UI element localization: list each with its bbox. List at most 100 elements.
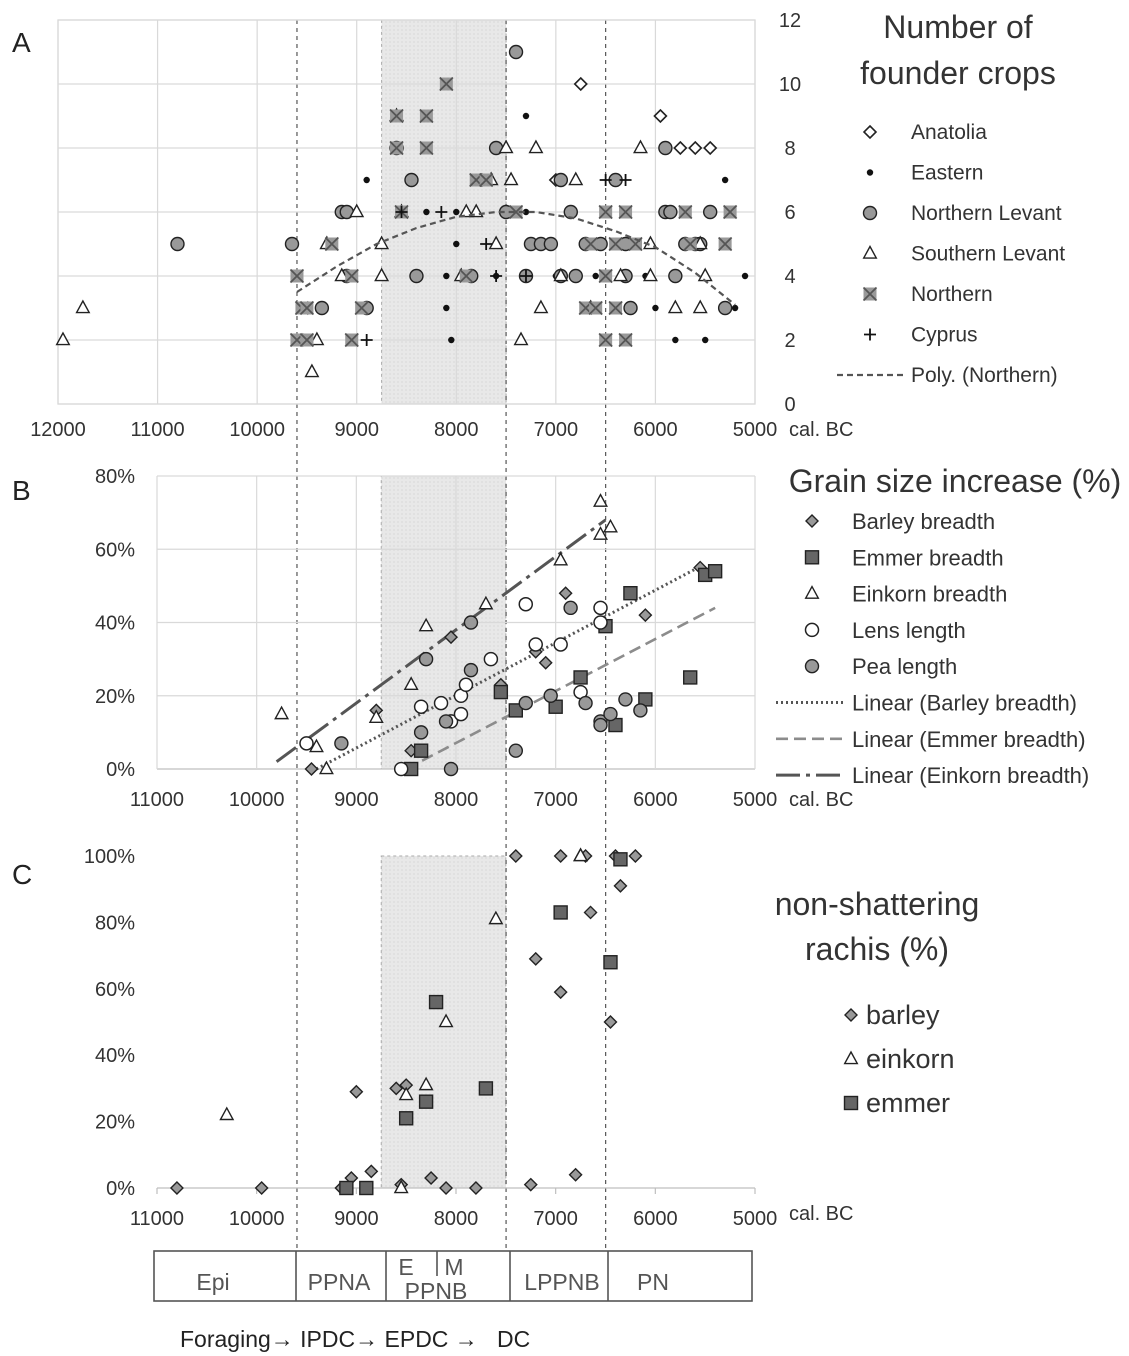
b-point-pea-length-8 bbox=[518, 695, 533, 711]
a-point-eastern-18 bbox=[702, 336, 709, 344]
b-point-lens-length-7 bbox=[458, 677, 474, 693]
a-ytick-0: 0 bbox=[784, 394, 795, 416]
b-point-einkorn-breadth-5 bbox=[418, 617, 434, 632]
c-point-barley-0 bbox=[169, 1181, 184, 1195]
a-point-eastern-7 bbox=[453, 240, 460, 248]
a-point-northern-6 bbox=[479, 172, 494, 188]
a-point-northern-12-cross bbox=[324, 236, 339, 252]
b-point-lens-length-0 bbox=[299, 736, 314, 751]
a-point-northern-23 bbox=[299, 300, 315, 316]
c-point-einkorn-2 bbox=[398, 1086, 414, 1101]
c-point-barley-6 bbox=[389, 1081, 404, 1096]
c-point-einkorn-3 bbox=[418, 1076, 434, 1091]
a-point-northern-9 bbox=[618, 204, 633, 220]
b-point-emmer-breadth-8 bbox=[623, 586, 638, 601]
c-xtick-11000: 11000 bbox=[130, 1208, 184, 1230]
a-point-northern-1 bbox=[389, 108, 404, 124]
panel-a-title-line1: Number of bbox=[883, 9, 1033, 45]
a-point-eastern-2 bbox=[423, 208, 430, 216]
b-point-einkorn-breadth-3 bbox=[368, 709, 384, 723]
c-legend-label-einkorn: einkorn bbox=[866, 1044, 955, 1074]
a-point-northern-4 bbox=[419, 140, 434, 156]
a-point-northern-19-cross bbox=[289, 268, 305, 284]
panel-c-label: C bbox=[12, 859, 32, 890]
panel-c-title-line1: non-shattering bbox=[775, 886, 980, 922]
a-point-southern-levant-6 bbox=[568, 171, 584, 186]
panel-b-trendlines bbox=[275, 518, 716, 771]
b-point-pea-length-11 bbox=[578, 695, 593, 711]
a-point-northern-levant-30 bbox=[668, 268, 683, 284]
b-point-einkorn-breadth-8 bbox=[593, 493, 608, 507]
b-xtick-10000: 10000 bbox=[229, 789, 285, 811]
a-point-northern-7 bbox=[508, 204, 524, 220]
a-point-northern-levant-13 bbox=[284, 236, 300, 252]
b-ytick-20%: 20% bbox=[95, 686, 135, 708]
panel-a-tick-labels: 12000 11000 10000 9000 8000 7000 6000 5000 0 2 4 6 8… bbox=[30, 10, 853, 441]
a-xtick-6000: 6000 bbox=[633, 419, 678, 441]
a-ytick-8: 8 bbox=[784, 138, 795, 160]
b-trend-linear-emmer-breadth bbox=[405, 606, 716, 771]
a-point-northern-levant-5 bbox=[553, 172, 569, 188]
a-ytick-10: 10 bbox=[779, 74, 801, 96]
a-point-northern-6-cross bbox=[479, 172, 494, 188]
a-point-southern-levant-8 bbox=[458, 203, 474, 218]
a-point-northern-27 bbox=[608, 300, 623, 316]
c-legend-swatch-emmer bbox=[843, 1095, 859, 1111]
b-point-einkorn-breadth-7 bbox=[553, 551, 569, 566]
b-point-lens-length-13 bbox=[593, 600, 608, 616]
a-point-northern-9-cross bbox=[618, 204, 633, 220]
c-point-barley-5 bbox=[364, 1164, 379, 1179]
c-legend-swatch-einkorn bbox=[843, 1050, 859, 1065]
c-point-barley-17 bbox=[568, 1167, 583, 1182]
c-point-einkorn-4 bbox=[438, 1013, 454, 1028]
a-point-cyprus-4 bbox=[599, 174, 612, 186]
a-point-northern-levant-0 bbox=[508, 44, 524, 60]
a-point-southern-levant-5 bbox=[503, 171, 519, 186]
b-point-pea-length-14 bbox=[618, 692, 633, 707]
b-point-lens-length-10 bbox=[528, 637, 543, 652]
panel-c-title-line2: rachis (%) bbox=[805, 931, 949, 967]
a-legend-swatch-northern-cross bbox=[862, 286, 878, 302]
a-legend-label-northern-levant: Northern Levant bbox=[911, 202, 1062, 225]
c-point-barley-15 bbox=[553, 849, 568, 863]
a-point-eastern-12 bbox=[741, 272, 749, 280]
panel-a-legend: Anatolia Eastern Northern Levant Southern L… bbox=[837, 121, 1065, 387]
b-ytick-60%: 60% bbox=[95, 539, 135, 561]
a-point-northern-levant-34 bbox=[717, 300, 733, 316]
c-point-emmer-7 bbox=[603, 955, 618, 970]
a-point-northern-10-cross bbox=[678, 204, 693, 220]
a-point-northern-23-cross bbox=[299, 300, 315, 316]
panel-b-title: Grain size increase (%) bbox=[789, 463, 1122, 499]
a-point-northern-29-cross bbox=[299, 332, 315, 348]
a-ytick-6: 6 bbox=[784, 202, 795, 224]
b-ytick-0%: 0% bbox=[106, 759, 135, 781]
period-ppnb: PPNB bbox=[405, 1278, 468, 1304]
a-ytick-2: 2 bbox=[784, 330, 795, 352]
b-point-emmer-breadth-10 bbox=[683, 670, 698, 685]
a-xtick-5000: 5000 bbox=[733, 419, 778, 441]
c-xtick-10000: 10000 bbox=[229, 1208, 285, 1230]
c-point-emmer-6 bbox=[553, 905, 568, 920]
c-point-barley-9 bbox=[424, 1171, 439, 1186]
c-point-emmer-5 bbox=[478, 1081, 494, 1096]
b-point-pea-length-13 bbox=[593, 717, 608, 733]
a-point-eastern-1 bbox=[522, 112, 530, 120]
a-point-anatolia-2 bbox=[673, 140, 688, 156]
b-legend-swatch-lens-length bbox=[804, 622, 820, 638]
a-point-cyprus-7 bbox=[395, 206, 408, 218]
b-point-einkorn-breadth-10 bbox=[603, 518, 618, 533]
a-legend-label-eastern: Eastern bbox=[911, 162, 983, 185]
a-point-northern-11 bbox=[722, 204, 738, 220]
b-point-pea-length-15 bbox=[633, 703, 648, 718]
a-xtick-11000: 11000 bbox=[131, 419, 185, 441]
c-ytick-0%: 0% bbox=[106, 1178, 135, 1200]
a-point-cyprus-0 bbox=[360, 334, 373, 346]
a-point-cyprus-6 bbox=[519, 270, 532, 282]
a-point-northern-26 bbox=[588, 300, 603, 316]
b-xtick-5000: 5000 bbox=[733, 789, 778, 811]
c-point-barley-19 bbox=[583, 905, 598, 920]
panel-a-data-points bbox=[55, 44, 749, 378]
a-point-eastern-15 bbox=[731, 304, 739, 312]
b-point-emmer-breadth-2 bbox=[493, 684, 509, 700]
b-point-einkorn-breadth-0 bbox=[274, 705, 290, 720]
